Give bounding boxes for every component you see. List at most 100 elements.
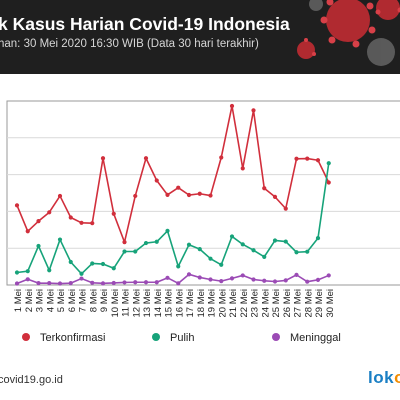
data-point-meninggal xyxy=(122,280,127,285)
coronavirus-illustration-icon xyxy=(297,0,400,66)
legend-label-meninggal: Meninggal xyxy=(290,332,341,344)
x-tick-label: 12 Mei xyxy=(131,289,142,318)
data-point-meninggal xyxy=(57,281,63,286)
data-point-meninggal xyxy=(262,278,267,283)
data-point-meninggal xyxy=(165,275,170,280)
data-point-terkonfirmasi xyxy=(100,156,106,161)
data-point-terkonfirmasi xyxy=(240,166,245,171)
data-point-meninggal xyxy=(283,278,288,283)
data-point-pulih xyxy=(262,254,267,259)
data-point-pulih xyxy=(176,264,181,269)
data-point-meninggal xyxy=(47,281,52,286)
x-tick-label: 22 Mei xyxy=(239,289,250,318)
data-point-meninggal xyxy=(14,281,20,286)
x-tick-label: 9 Mei xyxy=(99,289,110,312)
data-point-meninggal xyxy=(326,273,331,278)
data-point-terkonfirmasi xyxy=(36,219,41,224)
x-tick-label: 10 Mei xyxy=(110,289,121,318)
data-point-pulih xyxy=(186,242,192,247)
data-point-terkonfirmasi xyxy=(47,210,52,215)
data-point-meninggal xyxy=(186,272,192,277)
x-tick-label: 13 Mei xyxy=(142,289,153,318)
data-point-terkonfirmasi xyxy=(326,180,331,185)
chart-legend: Terkonfirmasi Pulih Meninggal xyxy=(22,332,341,344)
data-point-meninggal xyxy=(79,276,84,281)
data-point-pulih xyxy=(229,234,235,239)
data-point-meninggal xyxy=(154,280,159,285)
data-point-meninggal xyxy=(294,272,299,277)
legend-label-pulih: Pulih xyxy=(170,332,194,344)
data-point-pulih xyxy=(283,239,288,244)
data-point-pulih xyxy=(68,259,73,265)
data-point-pulih xyxy=(240,242,245,247)
header-banner: k Kasus Harian Covid-19 Indonesia han: 3… xyxy=(0,0,400,74)
x-tick-label: 21 Mei xyxy=(228,289,239,318)
legend-label-terkonfirmasi: Terkonfirmasi xyxy=(40,332,105,344)
brand-logo-accent: o xyxy=(394,368,400,387)
brand-logo: loko xyxy=(368,368,400,388)
data-point-terkonfirmasi xyxy=(165,192,170,197)
data-point-terkonfirmasi xyxy=(57,193,63,199)
source-label: covid19.go.id xyxy=(0,374,63,386)
page-subtitle: han: 30 Mei 2020 16:30 WIB (Data 30 hari… xyxy=(0,38,259,50)
data-point-pulih xyxy=(57,237,63,242)
data-point-pulih xyxy=(14,270,20,275)
x-tick-label: 5 Mei xyxy=(56,289,67,312)
gridlines xyxy=(7,137,400,249)
data-point-meninggal xyxy=(315,277,321,282)
data-point-terkonfirmasi xyxy=(305,156,310,161)
x-tick-label: 4 Mei xyxy=(45,289,56,312)
series-points xyxy=(14,103,331,286)
data-point-meninggal xyxy=(36,281,41,286)
x-tick-label: 23 Mei xyxy=(250,289,261,318)
data-point-terkonfirmasi xyxy=(315,158,321,163)
data-point-meninggal xyxy=(133,280,138,285)
x-tick-label: 27 Mei xyxy=(293,289,304,318)
x-tick-label: 14 Mei xyxy=(153,289,164,318)
x-tick-label: 7 Mei xyxy=(78,289,89,312)
data-point-terkonfirmasi xyxy=(262,186,267,191)
data-point-pulih xyxy=(272,238,278,243)
data-point-pulih xyxy=(100,261,106,267)
data-point-meninggal xyxy=(111,280,116,286)
data-point-meninggal xyxy=(229,276,235,281)
data-point-pulih xyxy=(47,268,52,273)
brand-logo-text: lok xyxy=(368,368,395,387)
x-tick-label: 11 Mei xyxy=(121,289,132,317)
data-point-meninggal xyxy=(272,279,278,284)
x-tick-label: 8 Mei xyxy=(88,289,99,312)
x-tick-label: 2 Mei xyxy=(24,289,35,312)
legend-marker-pulih xyxy=(152,333,160,341)
data-point-terkonfirmasi xyxy=(90,221,95,226)
daily-cases-line-chart: 1 Mei 2 Mei 3 Mei 4 Mei 5 Mei 6 Mei 7 Mei 8 Mei… xyxy=(6,100,400,344)
data-point-terkonfirmasi xyxy=(122,240,127,245)
data-point-terkonfirmasi xyxy=(79,220,84,225)
x-tick-label: 3 Mei xyxy=(35,289,46,312)
x-axis-tick-labels: 1 Mei 2 Mei 3 Mei 4 Mei 5 Mei 6 Mei 7 Mei 8 Mei… xyxy=(13,289,336,318)
data-point-terkonfirmasi xyxy=(208,193,213,198)
data-point-pulih xyxy=(305,249,310,254)
data-point-pulih xyxy=(111,266,116,271)
data-point-terkonfirmasi xyxy=(154,178,159,183)
data-point-terkonfirmasi xyxy=(229,103,235,109)
data-point-terkonfirmasi xyxy=(219,155,224,160)
x-tick-label: 25 Mei xyxy=(271,289,282,318)
data-point-meninggal xyxy=(219,279,224,284)
data-point-pulih xyxy=(133,249,138,254)
data-point-meninggal xyxy=(90,280,95,285)
data-point-meninggal xyxy=(25,277,30,282)
series-line-terkonfirmasi xyxy=(16,105,330,243)
x-tick-label: 19 Mei xyxy=(207,289,218,318)
data-point-terkonfirmasi xyxy=(14,203,20,208)
data-point-terkonfirmasi xyxy=(143,156,149,161)
data-point-meninggal xyxy=(197,275,202,280)
data-point-pulih xyxy=(294,250,299,255)
data-point-pulih xyxy=(25,269,30,274)
x-tick-label: 6 Mei xyxy=(67,289,78,312)
data-point-meninggal xyxy=(100,281,106,286)
data-point-terkonfirmasi xyxy=(197,191,202,196)
page-title: k Kasus Harian Covid-19 Indonesia xyxy=(0,14,290,34)
data-point-meninggal xyxy=(68,281,73,286)
data-point-meninggal xyxy=(251,277,256,282)
legend-marker-terkonfirmasi xyxy=(22,333,30,341)
